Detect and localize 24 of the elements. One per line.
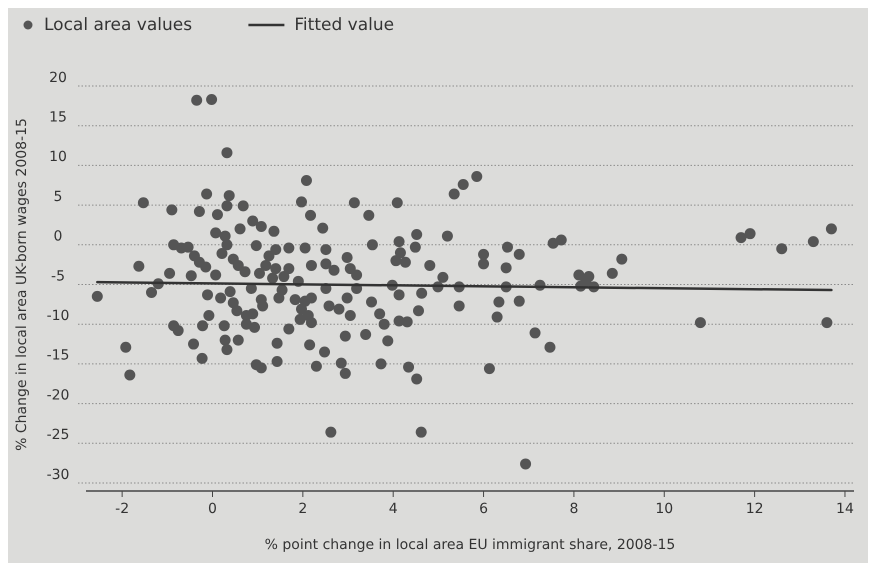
y-tick-label: 5 [54, 188, 62, 205]
x-tick-label: 6 [479, 501, 488, 517]
x-tick-label: 4 [388, 501, 398, 517]
y-tick-label: -5 [51, 268, 65, 284]
legend-label: Fitted value [294, 15, 394, 35]
y-tick-label: -30 [46, 466, 70, 483]
y-tick-label: 20 [49, 70, 67, 86]
x-tick-label: -2 [115, 501, 130, 517]
legend-label: Local area values [44, 15, 192, 35]
y-tick-label: -20 [46, 387, 70, 404]
x-axis-title: % point change in local area EU immigrant share, 2008-15 [264, 537, 676, 553]
y-tick-label: -25 [46, 427, 70, 444]
y-axis-title: % Change in local area UK-born wages 2008-15 [14, 118, 30, 451]
x-tick-label: 2 [298, 501, 308, 517]
y-tick-label: -15 [46, 348, 70, 364]
y-tick-label: 15 [49, 110, 67, 126]
x-tick-label: 0 [208, 501, 217, 517]
y-tick-label: 10 [49, 149, 67, 166]
x-tick-label: 14 [836, 501, 854, 517]
x-tick-label: 12 [746, 501, 764, 517]
x-tick-label: 10 [655, 501, 674, 517]
y-tick-label: -10 [46, 308, 70, 324]
x-tick-label: 8 [569, 501, 578, 517]
y-tick-label: 0 [54, 228, 62, 245]
